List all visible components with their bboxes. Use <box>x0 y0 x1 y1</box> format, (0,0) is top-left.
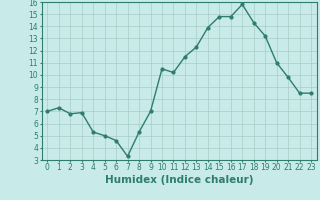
X-axis label: Humidex (Indice chaleur): Humidex (Indice chaleur) <box>105 175 253 185</box>
